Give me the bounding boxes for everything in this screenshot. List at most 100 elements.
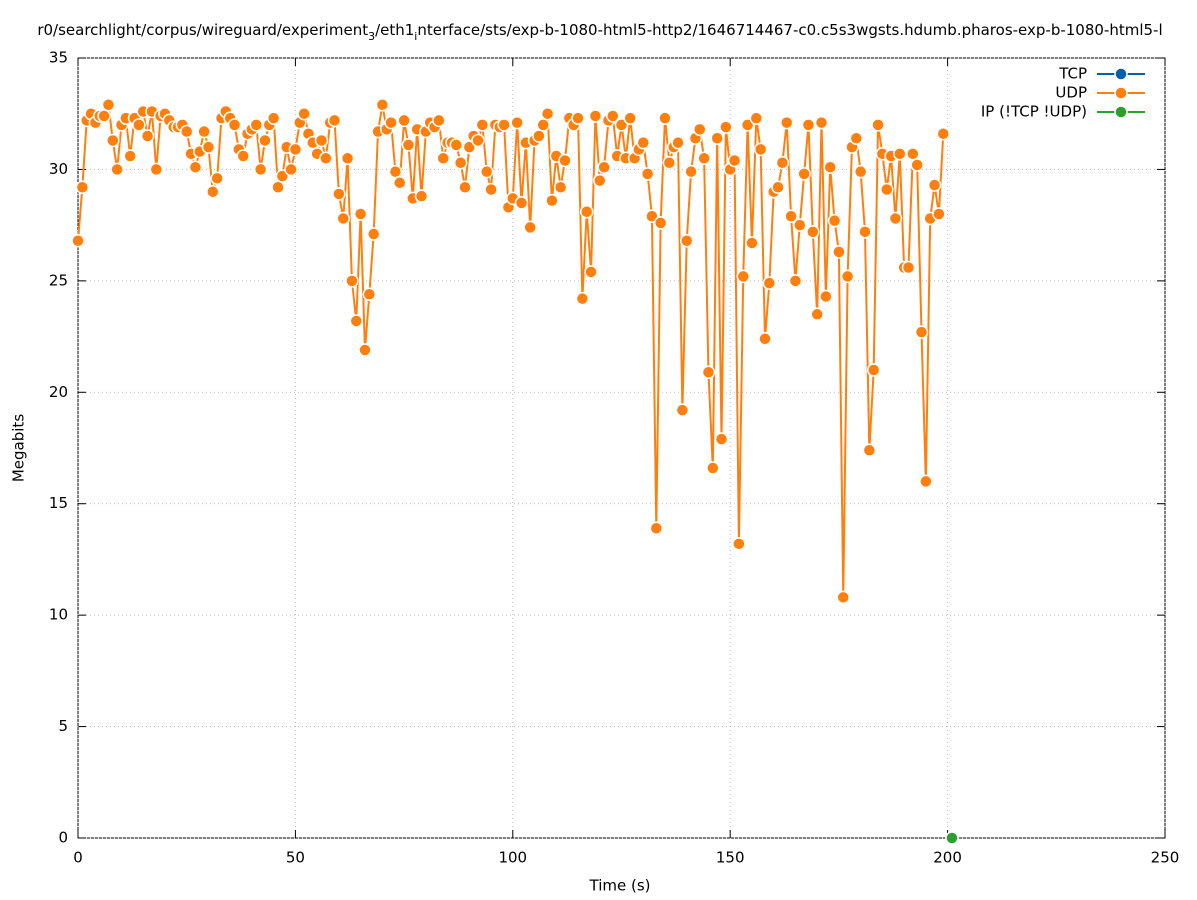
title-part: i [414,30,417,43]
x-axis-label: Time (s) [589,877,651,895]
data-point [101,98,116,112]
data-point [514,196,529,210]
data-point [784,209,798,223]
data-point [849,131,864,145]
data-point [832,245,846,259]
y-tick-label: 10 [49,606,68,624]
y-tick-label: 0 [58,829,68,847]
data-point [771,180,785,195]
data-point [714,432,729,446]
data-point [893,147,907,161]
chart-title: r0/searchlight/corpus/wireguard/experime… [37,21,1162,43]
data-point [827,213,842,228]
data-point [401,138,416,152]
data-point [123,149,137,163]
data-point [536,118,550,132]
data-point [649,521,664,535]
data-point [497,118,511,132]
data-point [197,124,211,139]
data-point [349,314,364,328]
data-point [458,180,472,195]
data-point [727,153,742,168]
data-point [201,140,216,154]
data-point [327,113,342,128]
x-tick-label: 250 [1151,849,1180,867]
data-point [675,403,690,417]
data-point [523,220,537,235]
legend-marker [1114,67,1128,81]
data-point [779,115,794,130]
data-point [788,274,803,288]
x-tick-label: 0 [73,849,83,867]
data-point [253,162,268,177]
data-point [814,115,829,130]
data-point [558,153,572,168]
data-point [801,118,816,132]
y-tick-label: 5 [58,717,68,735]
data-point [697,151,711,166]
x-tick-label: 50 [286,849,305,867]
data-point [793,218,807,232]
data-point [227,118,242,132]
x-tick-label: 200 [933,849,962,867]
data-point [393,176,407,190]
data-point [362,287,377,301]
data-point [819,289,833,304]
data-point [484,182,498,197]
data-point [671,135,685,150]
data-point [275,169,290,183]
data-point [332,187,346,201]
data-point [179,124,194,139]
data-point [206,184,220,199]
data-point [684,164,698,179]
data-point [149,162,164,177]
x-tick-label: 100 [498,849,527,867]
data-point [336,211,350,226]
data-point [679,233,694,248]
data-point [945,831,959,845]
data-point [593,173,607,188]
data-point [540,106,555,121]
data-point [901,260,916,275]
data-point [701,365,716,379]
legend-marker [1114,105,1128,119]
data-point [210,171,224,186]
data-point [375,98,390,112]
data-point [249,118,264,132]
data-point [353,207,368,221]
data-point [753,142,768,157]
data-point [314,133,329,148]
data-point [532,129,546,143]
data-point [810,307,824,322]
data-point [740,118,755,132]
data-point [640,167,655,181]
data-point [545,193,559,208]
data-point [597,160,611,174]
data-point [858,225,872,239]
data-point [575,291,590,306]
data-point [140,129,155,143]
data-point [906,147,920,161]
data-point [588,109,603,123]
data-point [471,133,485,148]
legend-label: IP (!TCP !UDP) [981,103,1087,121]
data-point [236,149,250,163]
data-point [266,111,281,125]
data-point [388,164,403,179]
data-point [110,162,124,177]
data-point [340,151,355,166]
data-point [366,227,381,241]
data-point [571,111,585,125]
data-point [453,155,468,170]
data-point [936,127,951,141]
data-point [719,120,733,134]
data-point [758,332,772,346]
data-point [614,118,629,132]
y-tick-label: 15 [49,494,68,512]
plot-frame [77,57,1166,839]
data-point [475,118,490,132]
data-point [836,590,850,605]
data-point [888,211,903,226]
data-point [106,133,120,148]
data-point [706,461,720,475]
